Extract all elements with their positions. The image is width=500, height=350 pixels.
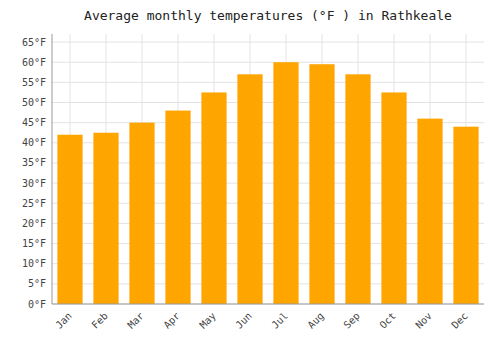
- bar: [57, 135, 82, 304]
- x-tick-label: Jul: [269, 310, 290, 331]
- bar: [381, 92, 406, 304]
- bar: [417, 119, 442, 304]
- x-tick-label: Dec: [449, 310, 470, 331]
- y-grid-line: [52, 42, 484, 43]
- chart-container: Average monthly temperatures (°F ) in Ra…: [0, 0, 500, 350]
- bar: [165, 111, 190, 304]
- y-tick-label: 55°F: [22, 77, 46, 88]
- x-tick-label: Feb: [89, 310, 110, 331]
- y-grid-line: [52, 304, 484, 305]
- y-tick-label: 30°F: [22, 178, 46, 189]
- y-tick-label: 5°F: [28, 278, 46, 289]
- x-tick-label: Mar: [125, 310, 146, 331]
- y-grid-line: [52, 102, 484, 103]
- y-tick-label: 20°F: [22, 218, 46, 229]
- y-tick-label: 15°F: [22, 238, 46, 249]
- y-tick-label: 65°F: [22, 37, 46, 48]
- y-tick-label: 10°F: [22, 258, 46, 269]
- x-tick-label: Oct: [377, 310, 398, 331]
- y-axis-line: [52, 34, 53, 304]
- bar: [201, 92, 226, 304]
- bar: [273, 62, 298, 304]
- bar: [309, 64, 334, 304]
- bar: [237, 74, 262, 304]
- x-tick-label: Jun: [233, 310, 254, 331]
- bar: [93, 133, 118, 304]
- x-axis-line: [52, 304, 484, 305]
- bars: [57, 62, 478, 304]
- y-tick-label: 60°F: [22, 57, 46, 68]
- x-tick-label: Apr: [161, 310, 182, 331]
- y-tick-label: 0°F: [28, 299, 46, 310]
- bar: [345, 74, 370, 304]
- y-tick-label: 40°F: [22, 137, 46, 148]
- bar: [453, 127, 478, 304]
- x-tick-label: Nov: [413, 310, 434, 331]
- chart-svg: Average monthly temperatures (°F ) in Ra…: [0, 0, 500, 350]
- x-tick-label: Sep: [341, 310, 362, 331]
- y-grid-line: [52, 82, 484, 83]
- bar: [129, 123, 154, 304]
- y-tick-label: 50°F: [22, 97, 46, 108]
- y-tick-label: 45°F: [22, 117, 46, 128]
- x-tick-label: Aug: [305, 310, 326, 331]
- chart-title: Average monthly temperatures (°F ) in Ra…: [84, 8, 452, 23]
- y-tick-label: 35°F: [22, 157, 46, 168]
- y-tick-label: 25°F: [22, 198, 46, 209]
- x-tick-label: Jan: [53, 310, 74, 331]
- x-tick-label: May: [197, 310, 218, 331]
- y-grid-line: [52, 62, 484, 63]
- grid: [52, 34, 484, 304]
